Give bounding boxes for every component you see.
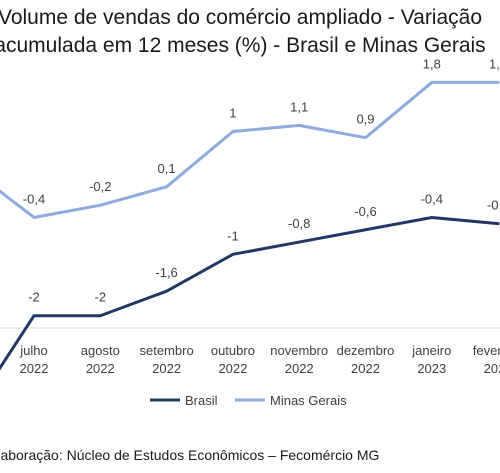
x-tick-label: janeiro (411, 343, 451, 358)
data-label: -1,6 (155, 265, 177, 280)
x-tick-label: 2023 (417, 361, 446, 376)
data-label: -2 (28, 290, 40, 305)
data-label: -0,4 (23, 191, 45, 206)
data-label: -0,5 (487, 198, 500, 213)
x-tick-label: novembro (270, 343, 328, 358)
x-tick-label: outubro (211, 343, 255, 358)
data-label: -0,6 (354, 204, 376, 219)
data-label: -0,4 (421, 191, 443, 206)
x-tick-label: 2022 (86, 361, 115, 376)
x-tick-label: fevereiro (473, 343, 500, 358)
x-tick-label: dezembro (337, 343, 395, 358)
x-tick-label: 2022 (351, 361, 380, 376)
chart-title: Volume de vendas do comércio ampliado - … (0, 4, 500, 60)
chart-title-line-2: acumulada em 12 meses (%) - Brasil e Min… (0, 34, 486, 57)
data-label: -0,2 (89, 179, 111, 194)
data-label: -1 (227, 228, 239, 243)
legend-label: Brasil (185, 393, 218, 408)
x-tick-label: 2022 (20, 361, 49, 376)
data-label: 1,8 (423, 56, 441, 71)
data-label: -2 (95, 290, 107, 305)
chart-title-line-1: Volume de vendas do comércio ampliado - … (0, 6, 483, 29)
data-label: 0,1 (158, 161, 176, 176)
x-tick-label: 2023 (484, 361, 500, 376)
x-tick-label: 2022 (218, 361, 247, 376)
data-label: -0,8 (288, 216, 310, 231)
x-tick-label: julho (19, 343, 47, 358)
x-tick-label: 2022 (285, 361, 314, 376)
series-line-minas-gerais (0, 80, 500, 219)
series-line-brasil (0, 215, 500, 371)
data-label: 1,1 (290, 99, 308, 114)
x-tick-label: agosto (81, 343, 120, 358)
x-tick-label: setembro (139, 343, 193, 358)
legend-label: Minas Gerais (270, 393, 347, 408)
data-label: 1 (229, 106, 236, 121)
x-tick-label: 2022 (152, 361, 181, 376)
data-label: 0,9 (356, 112, 374, 127)
data-label: 1,8 (489, 56, 500, 71)
source-note: Elaboração: Núcleo de Estudos Econômicos… (0, 447, 380, 463)
